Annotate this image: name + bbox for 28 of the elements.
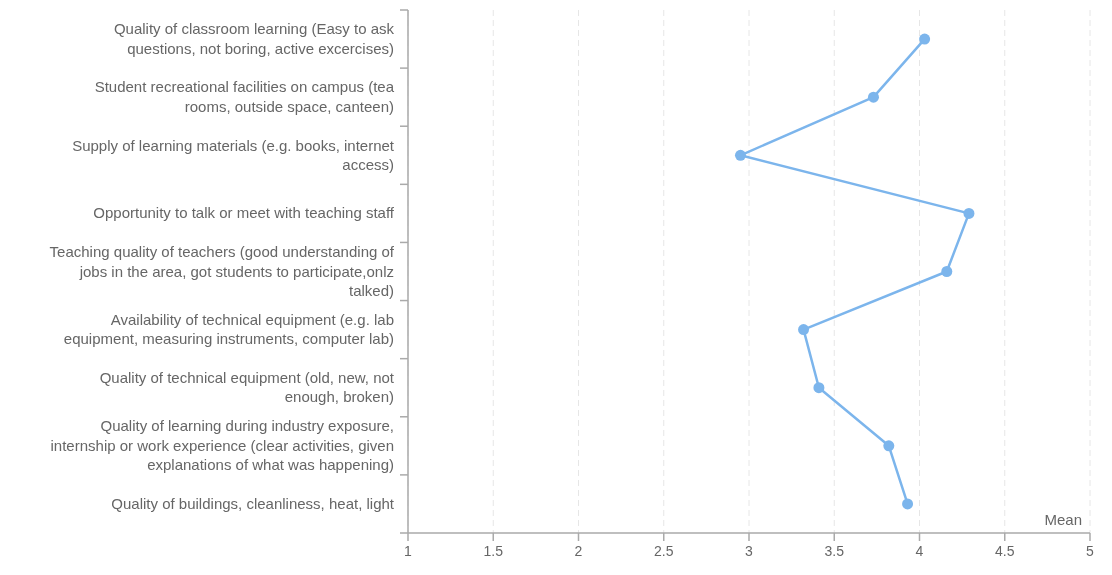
x-tick-label: 3 xyxy=(745,543,754,559)
point xyxy=(883,440,895,452)
x-tick-label: 3.5 xyxy=(824,543,845,559)
x-tick-label: 4.5 xyxy=(995,543,1015,559)
y-tick-label: Opportunity to talk or meet with teaching staff xyxy=(93,204,395,222)
x-tick-label: 1.5 xyxy=(483,543,504,559)
x-tick-label: 2.5 xyxy=(654,543,674,559)
point xyxy=(867,91,879,103)
x-tick-label: 5 xyxy=(1086,543,1095,559)
x-tick-label: 4 xyxy=(915,543,924,559)
x-tick-label: 2 xyxy=(574,543,583,559)
point xyxy=(963,207,975,219)
y-tick-label: Quality of classroom learning (Easy to ask questions, not boring, active excercises) xyxy=(113,20,395,57)
y-tick-label: Availability of technical equipment (e.g. lab equipment, measuring instruments, computer lab) xyxy=(63,310,394,348)
y-tick-label: Quality of technical equipment (old, new, not enough, broken) xyxy=(99,368,395,406)
point xyxy=(941,266,953,277)
point xyxy=(813,382,825,394)
y-tick-label: Student recreational facilities on campus (tea rooms, outside space, canteen) xyxy=(94,78,395,115)
point xyxy=(798,324,810,336)
y-tick-label: Supply of learning materials (e.g. books, internet access) xyxy=(72,136,395,174)
point xyxy=(734,149,746,161)
y-tick-label: Teaching quality of teachers (good understanding of jobs in the area, got students to participate,onlz talked) xyxy=(49,243,395,299)
point xyxy=(902,498,914,510)
y-tick-label: Quality of buildings, cleanliness, heat, light xyxy=(111,494,395,512)
x-tick-label: 1 xyxy=(404,543,413,559)
x-axis-title: Mean xyxy=(1044,511,1082,528)
y-tick-label: Quality of learning during industry exposure, internship or work experience (clear activities, given explanations of what was happening) xyxy=(50,417,394,474)
point xyxy=(919,33,931,45)
